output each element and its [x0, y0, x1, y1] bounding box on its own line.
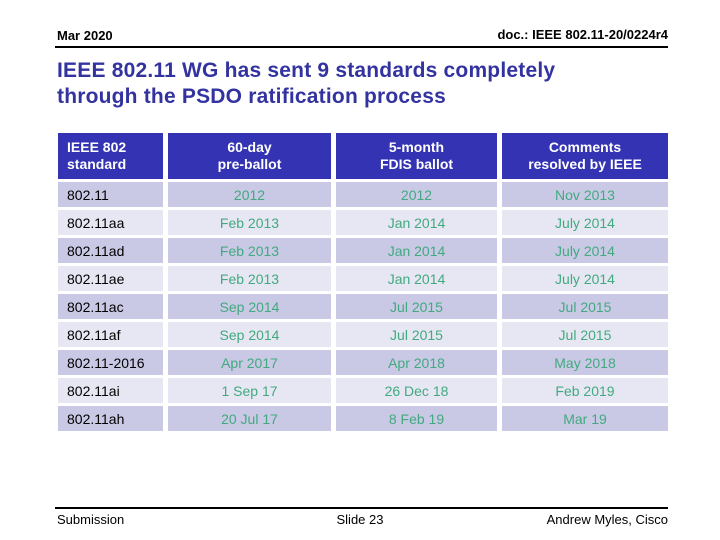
- date-cell: Sep 2014: [168, 294, 331, 319]
- date-cell: Jan 2014: [336, 266, 497, 291]
- date-cell: Feb 2013: [168, 266, 331, 291]
- standard-name-cell: 802.11ah: [58, 406, 163, 431]
- standard-name-cell: 802.11: [58, 182, 163, 207]
- column-header: 5-month FDIS ballot: [336, 133, 497, 179]
- date-cell: Feb 2019: [502, 378, 668, 403]
- date-cell: Apr 2018: [336, 350, 497, 375]
- header-divider: [55, 46, 668, 48]
- date-cell: 8 Feb 19: [336, 406, 497, 431]
- date-cell: Jan 2014: [336, 210, 497, 235]
- date-cell: Apr 2017: [168, 350, 331, 375]
- standard-name-cell: 802.11ad: [58, 238, 163, 263]
- date-cell: Feb 2013: [168, 238, 331, 263]
- date-cell: Mar 19: [502, 406, 668, 431]
- date-cell: Feb 2013: [168, 210, 331, 235]
- footer-divider: [55, 507, 668, 509]
- date-cell: July 2014: [502, 210, 668, 235]
- standard-name-cell: 802.11-2016: [58, 350, 163, 375]
- date-cell: Sep 2014: [168, 322, 331, 347]
- standard-name-cell: 802.11ac: [58, 294, 163, 319]
- standard-name-cell: 802.11aa: [58, 210, 163, 235]
- date-cell: Jul 2015: [336, 322, 497, 347]
- date-cell: 20 Jul 17: [168, 406, 331, 431]
- date-cell: July 2014: [502, 238, 668, 263]
- footer-submission-label: Submission: [57, 512, 125, 527]
- slide-title: IEEE 802.11 WG has sent 9 standards comp…: [57, 59, 556, 109]
- header-date: Mar 2020: [57, 28, 113, 43]
- column-header: IEEE 802 standard: [58, 133, 163, 179]
- date-cell: Nov 2013: [502, 182, 668, 207]
- column-header: Comments resolved by IEEE: [502, 133, 668, 179]
- footer-slide-number: Slide 23: [336, 512, 384, 527]
- standard-name-cell: 802.11af: [58, 322, 163, 347]
- date-cell: Jul 2015: [502, 294, 668, 319]
- column-header: 60-day pre-ballot: [168, 133, 331, 179]
- date-cell: Jul 2015: [502, 322, 668, 347]
- header-doc-number: doc.: IEEE 802.11-20/0224r4: [497, 27, 668, 42]
- date-cell: 1 Sep 17: [168, 378, 331, 403]
- date-cell: Jan 2014: [336, 238, 497, 263]
- date-cell: July 2014: [502, 266, 668, 291]
- standards-ratification-table: IEEE 802 standard 60-day pre-ballot 5-mont…: [58, 133, 668, 431]
- date-cell: 26 Dec 18: [336, 378, 497, 403]
- footer-author: Andrew Myles, Cisco: [546, 512, 668, 527]
- date-cell: 2012: [168, 182, 331, 207]
- standard-name-cell: 802.11ae: [58, 266, 163, 291]
- date-cell: 2012: [336, 182, 497, 207]
- date-cell: Jul 2015: [336, 294, 497, 319]
- date-cell: May 2018: [502, 350, 668, 375]
- standard-name-cell: 802.11ai: [58, 378, 163, 403]
